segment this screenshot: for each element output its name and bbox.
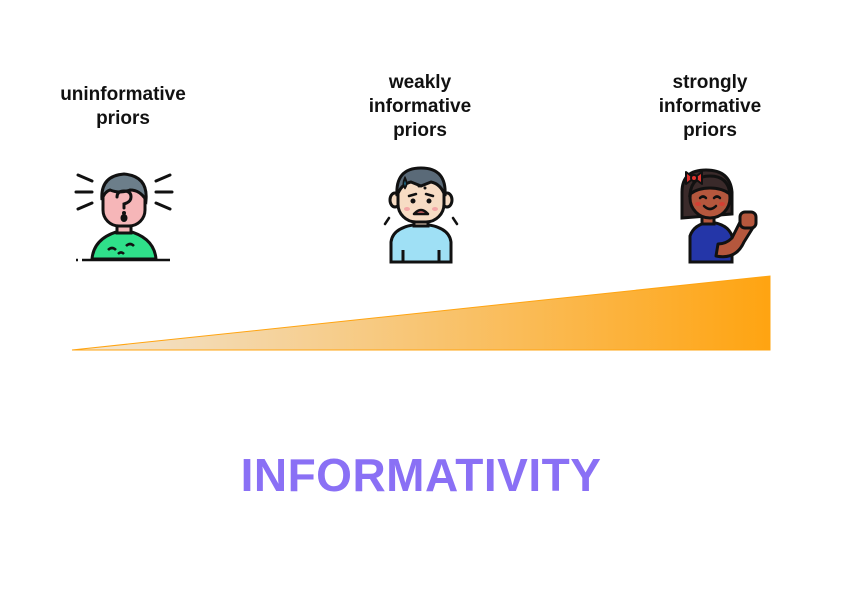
informativity-axis-title: INFORMATIVITY (240, 449, 602, 501)
level-label-strongly-informative: strongly informative priors (658, 72, 762, 141)
confused-person-icon (74, 164, 174, 264)
worried-person-icon (383, 164, 459, 264)
level-label-weakly-informative: weakly informative priors (368, 72, 472, 141)
confident-person-icon (676, 164, 762, 264)
informativity-wedge (71, 275, 771, 351)
level-label-uninformative: uninformative priors (60, 84, 186, 129)
